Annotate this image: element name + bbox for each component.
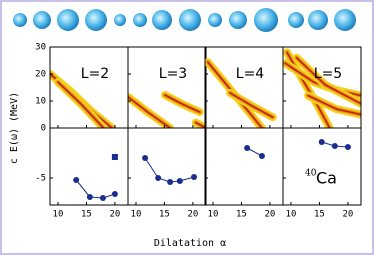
y-axis-label: c E(ω) (MeV): [9, 92, 20, 164]
x-tick-label: 10: [208, 210, 219, 220]
point: [73, 177, 80, 183]
x-tick-label: 20: [264, 210, 275, 220]
point: [111, 191, 118, 197]
point: [155, 175, 162, 181]
x-tick-label: 20: [187, 210, 198, 220]
panel: [283, 48, 361, 128]
point: [176, 178, 183, 184]
x-tick-label: 15: [314, 210, 325, 220]
panel: [50, 70, 117, 128]
panel: [318, 139, 351, 150]
x-tick-label: 20: [109, 210, 120, 220]
annotation-mass: 40: [305, 169, 317, 179]
point: [142, 155, 149, 161]
y-tick-label: 20: [35, 70, 46, 80]
panel: [128, 91, 206, 128]
spheres: [13, 8, 356, 32]
y-tick-label: -5: [35, 174, 46, 184]
x-tick-label: 10: [53, 210, 64, 220]
x-tick-label: 15: [236, 210, 247, 220]
panel: [142, 155, 198, 185]
y-tick-label: 10: [35, 97, 46, 107]
ridge-core: [57, 81, 105, 128]
ridge-core: [295, 57, 361, 105]
ridge-core: [229, 92, 274, 118]
y-tick-label: 0: [41, 124, 46, 134]
x-tick-label: 10: [286, 210, 297, 220]
x-tick-label: 15: [81, 210, 92, 220]
panel-label: L=3: [159, 66, 187, 82]
ridge-core: [307, 94, 361, 116]
square-point: [111, 154, 118, 160]
point: [191, 174, 198, 180]
point: [244, 145, 251, 151]
x-tick-label: 10: [131, 210, 142, 220]
panel-label: L=2: [81, 66, 109, 82]
panel-label: L=5: [314, 66, 342, 82]
annotation-symbol: Ca: [316, 169, 337, 188]
panel-label: L=4: [236, 66, 265, 82]
point: [86, 194, 93, 200]
panel: [73, 154, 118, 201]
point: [258, 153, 265, 159]
y-tick-label: 30: [35, 43, 46, 53]
point: [167, 179, 174, 185]
panel-border: [282, 127, 362, 206]
point: [99, 195, 106, 201]
ridge-core: [164, 94, 201, 113]
point: [331, 143, 338, 149]
x-axis-label: Dilatation α: [154, 238, 226, 249]
point: [344, 144, 351, 150]
panel: [205, 58, 277, 128]
x-tick-label: 15: [159, 210, 170, 220]
ridge-core: [195, 121, 206, 128]
ridge-core: [128, 96, 171, 128]
point: [318, 139, 325, 145]
panel: [244, 145, 265, 159]
panel-border: [127, 127, 207, 206]
line: [75, 179, 116, 199]
x-tick-label: 20: [342, 210, 353, 220]
